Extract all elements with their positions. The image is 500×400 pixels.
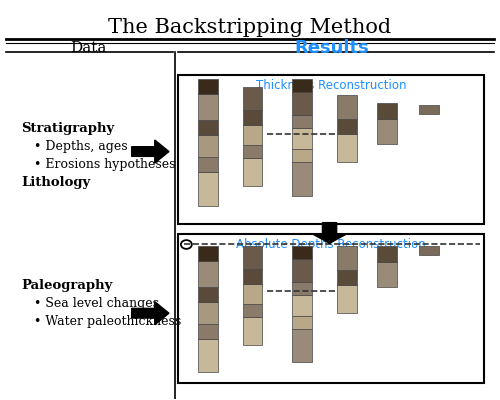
Text: • Sea level changes: • Sea level changes <box>34 297 158 310</box>
Bar <box>198 94 218 120</box>
Bar <box>242 269 262 284</box>
Bar <box>198 324 218 339</box>
Bar <box>292 115 312 128</box>
Text: Stratigraphy: Stratigraphy <box>22 122 114 135</box>
Text: Paleography: Paleography <box>22 279 112 292</box>
Polygon shape <box>132 140 169 163</box>
Text: Results: Results <box>294 39 370 57</box>
Bar <box>242 284 262 304</box>
Bar <box>292 149 312 162</box>
Bar <box>337 134 357 162</box>
Bar <box>337 246 357 270</box>
Bar <box>337 286 357 313</box>
Bar <box>242 145 262 158</box>
Bar <box>292 162 312 196</box>
Bar <box>198 339 218 372</box>
Bar <box>337 119 357 134</box>
Bar <box>242 125 262 145</box>
Bar <box>242 304 262 317</box>
Bar <box>198 157 218 172</box>
Bar <box>377 103 396 119</box>
Text: Thickness Reconstruction: Thickness Reconstruction <box>256 80 406 92</box>
Bar <box>198 246 218 261</box>
Text: • Erosions hypotheses: • Erosions hypotheses <box>34 158 175 171</box>
Polygon shape <box>312 223 346 243</box>
Bar <box>292 79 312 92</box>
Text: • Depths, ages: • Depths, ages <box>34 140 128 153</box>
Bar <box>292 295 312 316</box>
Bar <box>198 120 218 135</box>
Bar <box>337 270 357 286</box>
Bar <box>198 302 218 324</box>
Bar <box>419 105 439 114</box>
Bar <box>242 246 262 269</box>
Bar <box>292 128 312 149</box>
Bar <box>198 286 218 302</box>
Polygon shape <box>132 302 169 325</box>
Bar <box>292 316 312 329</box>
Text: • Water paleothickness: • Water paleothickness <box>34 315 181 328</box>
Bar <box>178 234 484 383</box>
Bar <box>242 110 262 125</box>
Bar <box>377 119 396 144</box>
Bar <box>292 282 312 295</box>
Bar <box>242 317 262 344</box>
Bar <box>198 172 218 206</box>
Bar <box>198 135 218 157</box>
Bar <box>292 92 312 115</box>
Bar <box>377 246 396 262</box>
Bar <box>419 246 439 255</box>
Bar <box>198 79 218 94</box>
Bar <box>242 87 262 110</box>
Bar <box>198 261 218 286</box>
Text: Data: Data <box>70 41 106 55</box>
Bar <box>292 246 312 259</box>
Text: Absolute Depths Reconstruction: Absolute Depths Reconstruction <box>236 238 426 251</box>
Bar <box>292 259 312 282</box>
Text: The Backstripping Method: The Backstripping Method <box>108 18 392 37</box>
Text: Lithology: Lithology <box>22 176 90 189</box>
Bar <box>242 158 262 186</box>
Bar <box>337 95 357 119</box>
Bar <box>292 329 312 362</box>
Bar <box>377 262 396 287</box>
Bar <box>178 75 484 224</box>
